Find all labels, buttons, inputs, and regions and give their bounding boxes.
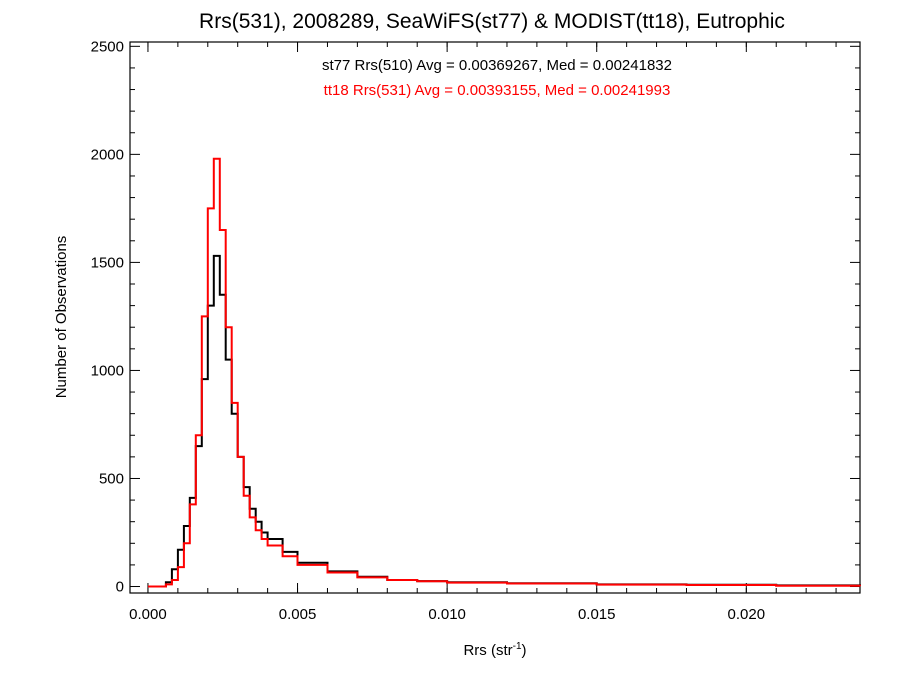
x-axis-label-close: ) [522,642,527,659]
x-tick-label: 0.015 [578,606,616,623]
series-group [148,157,861,588]
annotation-st77: st77 Rrs(510) Avg = 0.00369267, Med = 0.… [322,57,672,74]
y-tick-label: 1000 [91,362,124,379]
x-tick-label: 0.000 [129,606,167,623]
x-axis-label-main: Rrs (str [463,642,512,659]
x-tick-label: 0.010 [428,606,466,623]
x-axis-tick-labels: 0.000 0.005 0.010 0.015 0.020 [129,606,765,623]
y-axis-label: Number of Observations [53,236,70,399]
y-tick-label: 0 [116,579,124,596]
annotation-tt18: tt18 Rrs(531) Avg = 0.00393155, Med = 0.… [324,82,671,99]
y-tick-label: 2000 [91,146,124,163]
x-axis-ticks [147,42,837,593]
chart-title: Rrs(531), 2008289, SeaWiFS(st77) & MODIS… [199,10,785,33]
y-tick-label: 500 [99,470,124,487]
x-tick-label: 0.020 [728,606,766,623]
y-tick-label: 2500 [91,38,124,55]
y-axis-tick-labels: 0 500 1000 1500 2000 2500 [91,38,124,595]
plot-frame [129,41,861,594]
series-tt18-line [148,157,861,588]
x-axis-label: Rrs (str-1) [463,641,526,659]
series-st77-line [148,254,861,588]
x-axis-label-superscript: -1 [513,641,522,652]
y-axis-ticks [130,45,860,588]
x-tick-label: 0.005 [279,606,317,623]
y-tick-label: 1500 [91,254,124,271]
